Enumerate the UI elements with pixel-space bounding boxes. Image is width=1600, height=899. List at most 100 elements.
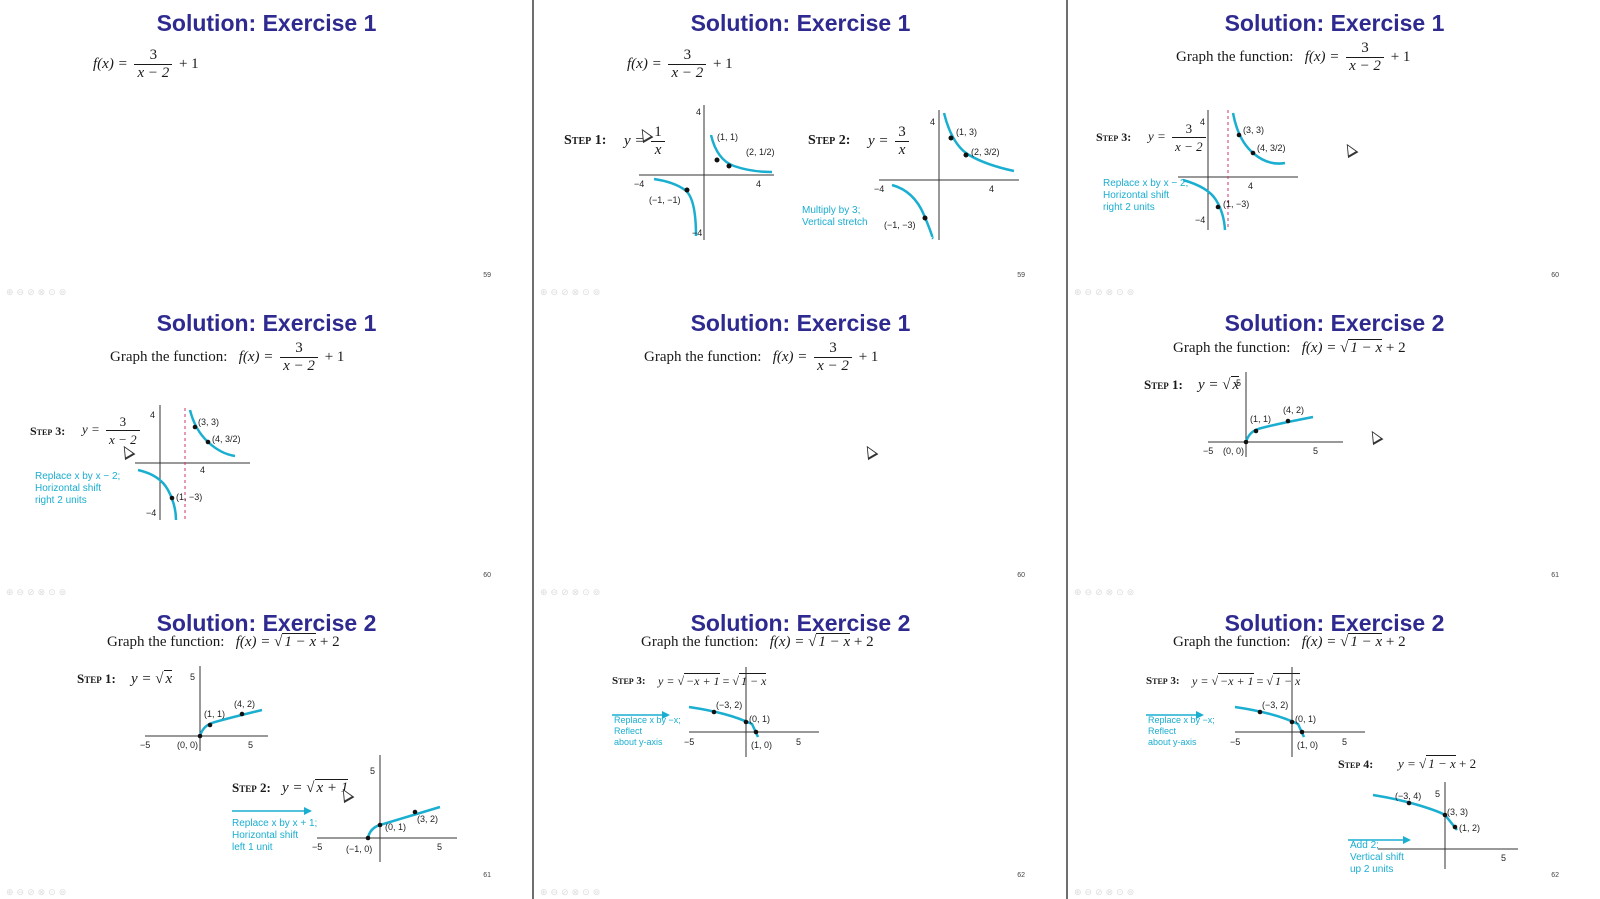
reflect-arrow: [1146, 711, 1204, 719]
slide-title: Solution: Exercise 1: [156, 310, 377, 336]
slide-title: Solution: Exercise 1: [156, 10, 377, 36]
page-number: 61: [1551, 572, 1559, 579]
svg-text:−5: −5: [312, 842, 322, 852]
step-3-graph: (3, 3) (4, 3/2) (1, −3) 4 4 −4: [135, 405, 250, 521]
svg-text:−5: −5: [684, 737, 694, 747]
svg-text:(3, 3): (3, 3): [198, 417, 219, 427]
svg-text:(−1, −1): (−1, −1): [649, 195, 681, 205]
svg-text:(2, 1/2): (2, 1/2): [746, 147, 775, 157]
step-3-equation: y = √ −x + 1 = √ 1 − x: [658, 673, 767, 688]
shift-arrow: [1348, 836, 1411, 844]
svg-text:5: 5: [1342, 737, 1347, 747]
svg-text:5: 5: [248, 740, 253, 750]
svg-text:5: 5: [796, 737, 801, 747]
svg-text:(3, 3): (3, 3): [1243, 125, 1264, 135]
svg-text:−4: −4: [874, 184, 884, 194]
step-4-graph: (−3, 4) (3, 3) (1, 2) 5 5: [1372, 782, 1518, 869]
function-equation: Graph the function: f(x) = √ 1 − x + 2: [1173, 633, 1406, 650]
page-number: 60: [1017, 572, 1025, 579]
step-2-annotation: Multiply by 3; Vertical stretch: [802, 205, 868, 228]
svg-text:(1, 3): (1, 3): [956, 127, 977, 137]
svg-text:(−3, 4): (−3, 4): [1395, 791, 1421, 801]
slide-toolbar[interactable]: ⊕⊖⊘⊗⊙⊚: [1074, 288, 1138, 298]
slide-9[interactable]: Solution: Exercise 2 Graph the function:…: [1068, 600, 1600, 899]
slide-title: Solution: Exercise 1: [690, 10, 911, 36]
svg-text:(0, 1): (0, 1): [385, 822, 406, 832]
step-2-annotation: Replace x by x + 1; Horizontal shift left …: [232, 818, 318, 853]
slide-toolbar[interactable]: ⊕⊖⊘⊗⊙⊚: [540, 288, 604, 298]
step-3-graph: (−3, 2) (0, 1) (1, 0) −5 5: [1230, 667, 1365, 757]
svg-text:(2, 3/2): (2, 3/2): [971, 147, 1000, 157]
slide-title: Solution: Exercise 2: [1224, 610, 1445, 636]
slide-toolbar[interactable]: ⊕⊖⊘⊗⊙⊚: [6, 888, 70, 898]
slide-toolbar[interactable]: ⊕⊖⊘⊗⊙⊚: [540, 588, 604, 598]
step-3-annotation: Replace x by x − 2; Horizontal shift right…: [1103, 178, 1189, 213]
svg-text:−5: −5: [1203, 446, 1213, 456]
slide-toolbar[interactable]: ⊕⊖⊘⊗⊙⊚: [1074, 588, 1138, 598]
step-2-graph: (0, 1) (3, 2) (−1, 0) −5 5 5: [312, 755, 457, 862]
slide-title: Solution: Exercise 1: [1224, 10, 1445, 36]
svg-text:(−3, 2): (−3, 2): [716, 700, 742, 710]
step-4-equation: y = √ 1 − x + 2: [1398, 755, 1477, 771]
step-3-annotation: Replace x by −x; Reflect about y-axis: [614, 715, 681, 747]
svg-text:−5: −5: [140, 740, 150, 750]
svg-text:(0, 0): (0, 0): [1223, 446, 1244, 456]
slide-3[interactable]: Solution: Exercise 1 Graph the function:…: [1068, 0, 1600, 299]
svg-text:4: 4: [200, 465, 205, 475]
svg-text:(4, 2): (4, 2): [234, 699, 255, 709]
svg-text:5: 5: [1435, 789, 1440, 799]
function-equation: Graph the function: f(x) = √ 1 − x + 2: [641, 633, 874, 650]
slide-5[interactable]: Solution: Exercise 1 Graph the function:…: [534, 300, 1067, 599]
svg-text:5: 5: [190, 672, 195, 682]
svg-text:(−1, −3): (−1, −3): [884, 220, 916, 230]
slide-8[interactable]: Solution: Exercise 2 Graph the function:…: [534, 600, 1067, 899]
slide-7[interactable]: Solution: Exercise 2 Graph the function:…: [0, 600, 533, 899]
step-2-label: Step 2:: [232, 780, 271, 795]
svg-text:−4: −4: [634, 179, 644, 189]
svg-text:−4: −4: [1195, 215, 1205, 225]
step-1-label: Step 1:: [1144, 377, 1183, 392]
svg-text:(1, 0): (1, 0): [751, 740, 772, 750]
svg-text:−4: −4: [692, 228, 702, 238]
slide-4[interactable]: Solution: Exercise 1 Graph the function:…: [0, 300, 533, 599]
svg-text:4: 4: [756, 179, 761, 189]
svg-text:−5: −5: [1230, 737, 1240, 747]
step-1-graph: (1, 1) (2, 1/2) (−1, −1) 4 −4 4 −4: [634, 105, 775, 240]
mouse-cursor: [1341, 140, 1359, 159]
svg-text:(0, 0): (0, 0): [177, 740, 198, 750]
svg-text:4: 4: [1248, 181, 1253, 191]
step-3-equation: y = √ −x + 1 = √ 1 − x: [1192, 673, 1301, 688]
page-number: 59: [1017, 272, 1025, 279]
svg-text:(0, 1): (0, 1): [1295, 714, 1316, 724]
divider: [532, 0, 534, 899]
svg-text:4: 4: [696, 107, 701, 117]
slide-toolbar[interactable]: ⊕⊖⊘⊗⊙⊚: [540, 888, 604, 898]
slide-toolbar[interactable]: ⊕⊖⊘⊗⊙⊚: [6, 288, 70, 298]
slide-toolbar[interactable]: ⊕⊖⊘⊗⊙⊚: [1074, 888, 1138, 898]
svg-text:(4, 3/2): (4, 3/2): [1257, 143, 1286, 153]
slide-title: Solution: Exercise 2: [1224, 310, 1445, 336]
slide-title: Solution: Exercise 2: [690, 610, 911, 636]
svg-text:4: 4: [150, 410, 155, 420]
step-1-equation: y = √ x: [131, 670, 173, 687]
step-2-label: Step 2:: [808, 133, 851, 148]
svg-text:(3, 3): (3, 3): [1447, 807, 1468, 817]
step-1-label: Step 1:: [564, 133, 607, 148]
slide-6[interactable]: Solution: Exercise 2 Graph the function:…: [1068, 300, 1600, 599]
step-3-annotation: Replace x by x − 2; Horizontal shift right…: [35, 471, 121, 506]
svg-text:5: 5: [370, 766, 375, 776]
step-1-label: Step 1:: [77, 671, 116, 686]
svg-text:(1, 1): (1, 1): [717, 132, 738, 142]
slide-toolbar[interactable]: ⊕⊖⊘⊗⊙⊚: [6, 588, 70, 598]
svg-text:(4, 3/2): (4, 3/2): [212, 434, 241, 444]
slide-title: Solution: Exercise 1: [690, 310, 911, 336]
step-1-graph: (1, 1) (4, 2) (0, 0) −5 5 5: [1203, 372, 1343, 457]
